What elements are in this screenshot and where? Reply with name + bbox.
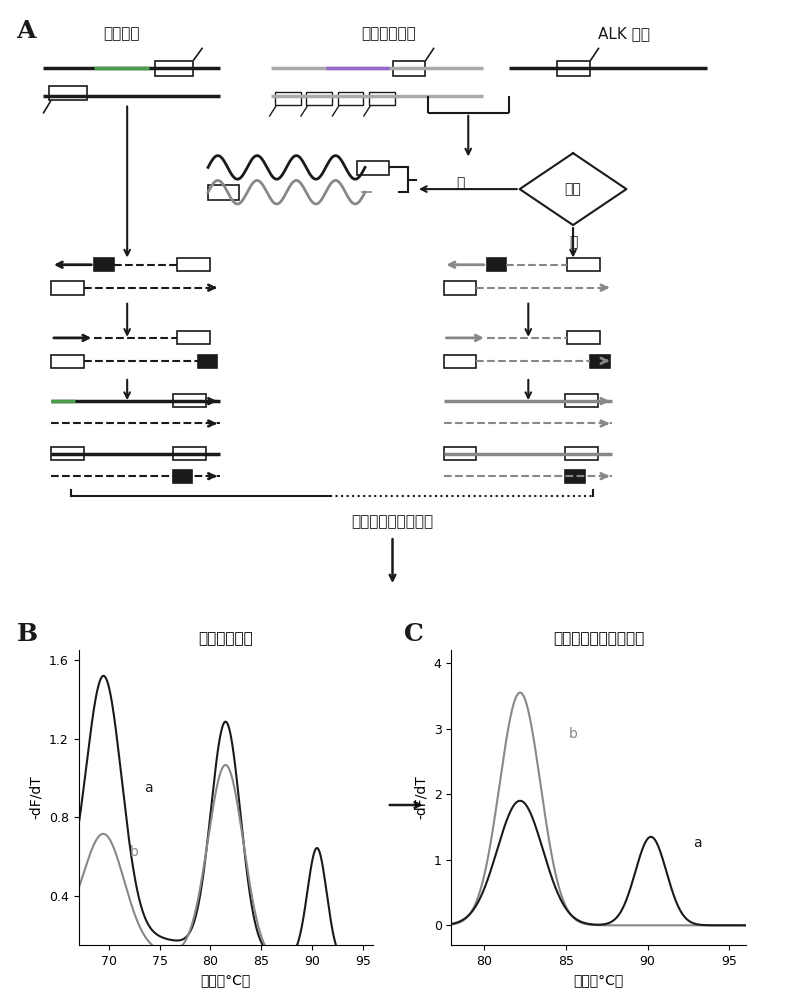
FancyBboxPatch shape xyxy=(444,447,476,460)
Title: 背景去除和标准化计算: 背景去除和标准化计算 xyxy=(553,631,644,646)
FancyBboxPatch shape xyxy=(567,258,600,271)
FancyBboxPatch shape xyxy=(173,447,206,460)
FancyBboxPatch shape xyxy=(51,355,84,368)
FancyBboxPatch shape xyxy=(590,355,610,368)
Title: 熔解曲线分析: 熔解曲线分析 xyxy=(199,631,253,646)
FancyBboxPatch shape xyxy=(155,61,193,76)
FancyBboxPatch shape xyxy=(306,92,332,105)
Text: 是: 是 xyxy=(569,235,577,249)
FancyBboxPatch shape xyxy=(177,258,210,271)
FancyBboxPatch shape xyxy=(444,281,476,294)
Text: 高分辨熔解曲线分析: 高分辨熔解曲线分析 xyxy=(352,515,433,530)
FancyBboxPatch shape xyxy=(557,61,590,76)
Y-axis label: -dF/dT: -dF/dT xyxy=(29,776,43,819)
FancyBboxPatch shape xyxy=(177,331,210,344)
FancyBboxPatch shape xyxy=(338,92,363,105)
Text: ALK 基因: ALK 基因 xyxy=(598,27,650,42)
Y-axis label: -dF/dT: -dF/dT xyxy=(414,776,428,819)
FancyBboxPatch shape xyxy=(275,92,301,105)
FancyBboxPatch shape xyxy=(392,61,425,76)
FancyBboxPatch shape xyxy=(208,185,239,200)
FancyBboxPatch shape xyxy=(173,470,192,483)
FancyBboxPatch shape xyxy=(51,447,84,460)
FancyBboxPatch shape xyxy=(94,258,114,271)
FancyBboxPatch shape xyxy=(357,161,389,175)
Text: B: B xyxy=(17,622,38,646)
Text: C: C xyxy=(404,622,424,646)
FancyBboxPatch shape xyxy=(198,355,217,368)
FancyBboxPatch shape xyxy=(565,470,585,483)
FancyBboxPatch shape xyxy=(173,394,206,407)
FancyBboxPatch shape xyxy=(444,355,476,368)
Text: 融合: 融合 xyxy=(564,182,582,196)
Text: A: A xyxy=(16,19,35,43)
FancyBboxPatch shape xyxy=(487,258,506,271)
Text: 融合伴侣基因: 融合伴侣基因 xyxy=(361,27,416,42)
Text: a: a xyxy=(144,781,153,795)
Text: 内参基因: 内参基因 xyxy=(104,27,140,42)
X-axis label: 温度（°C）: 温度（°C） xyxy=(573,973,624,987)
FancyBboxPatch shape xyxy=(51,281,84,294)
FancyBboxPatch shape xyxy=(565,447,598,460)
FancyBboxPatch shape xyxy=(49,86,87,100)
FancyBboxPatch shape xyxy=(369,92,395,105)
Text: b: b xyxy=(569,728,578,742)
X-axis label: 温度（°C）: 温度（°C） xyxy=(200,973,251,987)
FancyBboxPatch shape xyxy=(567,331,600,344)
FancyBboxPatch shape xyxy=(565,394,598,407)
Text: a: a xyxy=(693,836,702,850)
Text: 否: 否 xyxy=(457,176,465,190)
Text: b: b xyxy=(130,846,138,859)
